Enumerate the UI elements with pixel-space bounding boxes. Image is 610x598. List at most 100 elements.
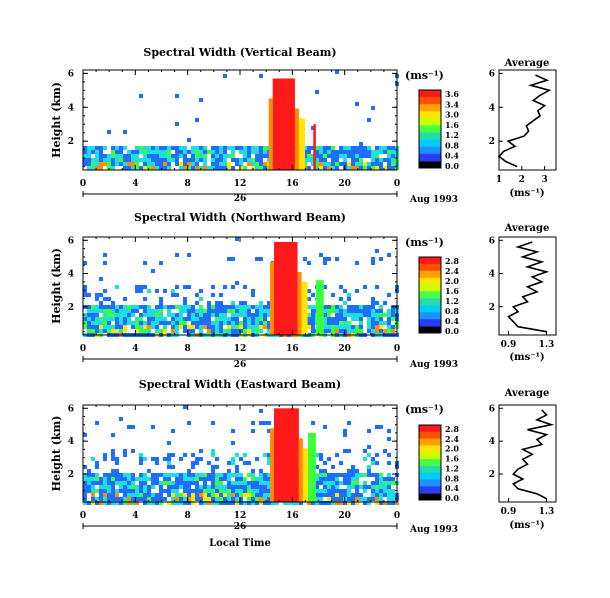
- heatmap-cell: [307, 146, 311, 150]
- heatmap-cell: [111, 305, 115, 309]
- heatmap-cell: [263, 501, 267, 505]
- heatmap-cell: [179, 325, 183, 329]
- heatmap-cell: [375, 285, 379, 289]
- heatmap-cell: [179, 485, 183, 489]
- heatmap-cell: [263, 493, 267, 497]
- heatmap-cell: [339, 154, 343, 158]
- heatmap-cell: [95, 461, 99, 465]
- heatmap-cell: [331, 501, 335, 505]
- heatmap-cell: [167, 461, 171, 465]
- heatmap-cell: [355, 329, 359, 333]
- heatmap-cell: [103, 253, 107, 257]
- heatmap-cell: [255, 501, 259, 505]
- heatmap-cell: [239, 457, 243, 461]
- heatmap-cell: [179, 501, 183, 505]
- heatmap-cell: [219, 317, 223, 321]
- heatmap-cell: [159, 297, 163, 301]
- heatmap-cell: [175, 158, 179, 162]
- heatmap-cell: [251, 485, 255, 489]
- colorbar-segment: [419, 486, 441, 494]
- heatmap-cell: [107, 154, 111, 158]
- date-label: Aug 1993: [409, 525, 458, 535]
- heatmap-cell: [239, 313, 243, 317]
- heatmap-cell: [211, 465, 215, 469]
- heatmap-cell: [363, 501, 367, 505]
- heatmap-cell: [219, 485, 223, 489]
- heatmap-cell: [127, 321, 131, 325]
- heatmap-cell: [187, 329, 191, 333]
- heatmap-cell: [267, 497, 271, 501]
- heatmap-cell: [323, 154, 327, 158]
- heatmap-cell: [315, 166, 319, 170]
- heatmap-cell: [171, 429, 175, 433]
- heatmap-cell: [375, 301, 379, 305]
- heatmap-cell: [347, 305, 351, 309]
- heatmap-cell: [371, 309, 375, 313]
- heatmap-cell: [195, 493, 199, 497]
- heatmap-cell: [323, 166, 327, 170]
- y-tick-label: 6: [68, 236, 74, 246]
- heatmap-cell: [171, 329, 175, 333]
- heatmap-cell: [339, 329, 343, 333]
- heatmap-cell: [119, 150, 123, 154]
- heatmap-cell: [195, 154, 199, 158]
- heatmap-cell: [135, 485, 139, 489]
- heatmap-cell: [171, 321, 175, 325]
- colorbar-tick-label: 0.8: [445, 306, 459, 316]
- heatmap-cell: [123, 166, 127, 170]
- heatmap-cell: [331, 154, 335, 158]
- heatmap-cell: [163, 457, 167, 461]
- heatmap-cell: [339, 309, 343, 313]
- heatmap-cell: [199, 477, 203, 481]
- heatmap-cell: [231, 146, 235, 150]
- heatmap-cell: [159, 329, 163, 333]
- date-day: 26: [234, 522, 247, 532]
- heatmap-cell: [323, 461, 327, 465]
- avg-x-tick-label: 3: [541, 175, 547, 185]
- heatmap-cell: [355, 261, 359, 265]
- heatmap-cell: [251, 501, 255, 505]
- heatmap-cell: [231, 305, 235, 309]
- heatmap-cell: [199, 473, 203, 477]
- heatmap-cell: [167, 441, 171, 445]
- heatmap-cell: [99, 321, 103, 325]
- heatmap-cell: [155, 481, 159, 485]
- heatmap-cell: [363, 162, 367, 166]
- heatmap-cell: [375, 249, 379, 253]
- heatmap-cell: [343, 325, 347, 329]
- heatmap-cell: [211, 421, 215, 425]
- colorbar-unit: (ms⁻¹): [405, 236, 444, 249]
- heatmap-cell: [259, 497, 263, 501]
- heatmap-cell: [183, 317, 187, 321]
- heatmap-cell: [223, 166, 227, 170]
- heatmap-cell: [171, 325, 175, 329]
- heatmap-cell: [147, 497, 151, 501]
- heatmap-cell: [211, 477, 215, 481]
- heatmap-cell: [195, 313, 199, 317]
- heatmap-cell: [375, 329, 379, 333]
- heatmap-cell: [319, 481, 323, 485]
- colorbar-segment: [419, 270, 441, 279]
- cloud-edge: [298, 438, 303, 502]
- heatmap-cell: [327, 146, 331, 150]
- heatmap-cell: [191, 493, 195, 497]
- heatmap-cell: [83, 465, 87, 469]
- heatmap-cell: [387, 158, 391, 162]
- heatmap-cell: [135, 329, 139, 333]
- heatmap-cell: [355, 477, 359, 481]
- heatmap-cell: [123, 493, 127, 497]
- heatmap-cell: [319, 457, 323, 461]
- heatmap-cell: [187, 477, 191, 481]
- heatmap-cell: [151, 154, 155, 158]
- heatmap-cell: [139, 461, 143, 465]
- heatmap-cell: [99, 166, 103, 170]
- heatmap-cell: [259, 301, 263, 305]
- heatmap-cell: [387, 501, 391, 505]
- heatmap-cell: [143, 305, 147, 309]
- heatmap-0: [83, 70, 399, 170]
- x-tick-label: 16: [286, 344, 299, 354]
- heatmap-cell: [115, 477, 119, 481]
- heatmap-cell: [87, 481, 91, 485]
- heatmap-cell: [375, 461, 379, 465]
- heatmap-cell: [111, 489, 115, 493]
